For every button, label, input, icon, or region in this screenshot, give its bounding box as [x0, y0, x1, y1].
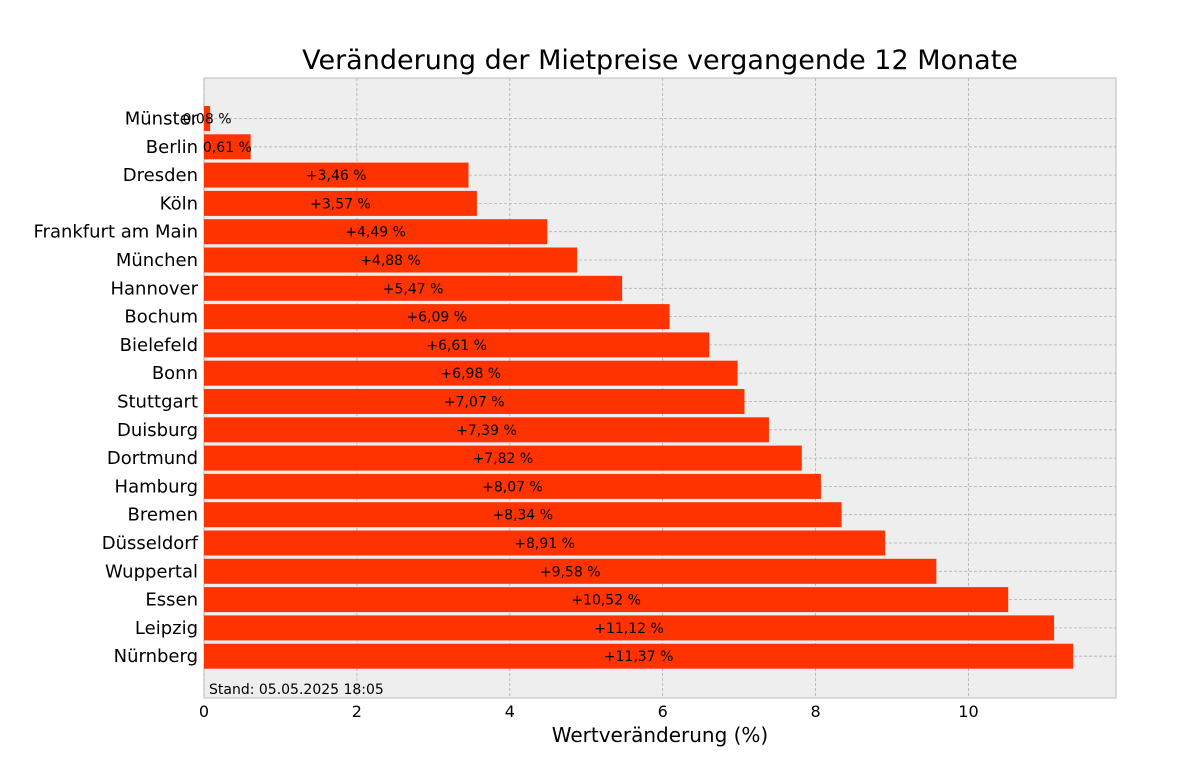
category-label: Stuttgart [117, 392, 198, 413]
data-labels: 0,08 % 0,61 % +3,46 % +3,57 % +4,49 % +4,88 %… [183, 112, 674, 666]
bar [204, 417, 769, 443]
bar [204, 643, 1074, 669]
bar [204, 360, 738, 386]
bar-value-label: +8,34 % [492, 508, 553, 524]
bar-value-label: +7,82 % [473, 451, 534, 467]
x-tick-label: 10 [958, 702, 978, 721]
category-label: Nürnberg [114, 646, 198, 667]
bar-value-label: +11,12 % [594, 621, 664, 637]
category-label: Essen [145, 590, 198, 611]
bar [204, 275, 623, 301]
bar-value-label: +8,91 % [514, 536, 575, 552]
category-label: Berlin [146, 137, 198, 158]
bar [204, 247, 578, 273]
category-label: Bonn [152, 363, 198, 384]
bar-value-label: +6,61 % [426, 338, 487, 354]
x-tick-label: 8 [810, 702, 820, 721]
bar-value-label: +10,52 % [571, 593, 641, 609]
bar [204, 162, 469, 188]
category-label: Hannover [110, 278, 198, 299]
category-label: Düsseldorf [102, 533, 199, 554]
bar-value-label: +6,09 % [406, 310, 467, 326]
bar-value-label: 0,61 % [203, 140, 252, 156]
x-tick-label: 6 [658, 702, 668, 721]
category-label: Hamburg [115, 476, 198, 497]
bar-value-label: +7,39 % [456, 423, 517, 439]
bar-value-label: +9,58 % [540, 564, 601, 580]
category-label: Frankfurt am Main [34, 222, 199, 243]
x-tick-label: 0 [199, 702, 209, 721]
bar [204, 473, 821, 499]
category-label: München [116, 250, 198, 271]
bar [204, 558, 937, 584]
bar [204, 445, 802, 471]
chart-title: Veränderung der Mietpreise vergangende 1… [302, 45, 1018, 76]
bars [204, 106, 1074, 669]
category-label: Dortmund [107, 448, 198, 469]
bar-value-label: +8,07 % [482, 479, 543, 495]
x-tick-label: 2 [352, 702, 362, 721]
category-label: Bochum [124, 307, 198, 328]
category-label: Münster [125, 109, 199, 130]
bar [204, 332, 710, 358]
bar [204, 502, 842, 528]
category-label: Bielefeld [120, 335, 198, 356]
bar-value-label: 0,08 % [183, 112, 232, 128]
bar [204, 587, 1009, 613]
bar-value-label: +11,37 % [604, 649, 674, 665]
x-axis-label: Wertveränderung (%) [552, 723, 769, 747]
bar [204, 106, 211, 131]
bar-value-label: +3,57 % [310, 196, 371, 212]
category-label: Bremen [128, 505, 198, 526]
timestamp-annotation: Stand: 05.05.2025 18:05 [209, 682, 384, 698]
category-label: Wuppertal [105, 561, 198, 582]
bar [204, 304, 670, 330]
bar [204, 615, 1055, 641]
bar-value-label: +6,98 % [440, 366, 501, 382]
x-tick-label: 4 [505, 702, 515, 721]
bar-value-label: +3,46 % [306, 168, 367, 184]
bar-value-label: +4,49 % [345, 225, 406, 241]
category-label: Duisburg [117, 420, 198, 441]
bar-value-label: +5,47 % [383, 281, 444, 297]
x-axis-tick-labels: 0 2 4 6 8 10 [199, 702, 979, 721]
category-label: Köln [160, 193, 198, 214]
bar [204, 530, 886, 556]
bar [204, 389, 745, 414]
bar-value-label: +4,88 % [360, 253, 421, 269]
category-label: Leipzig [135, 618, 198, 639]
category-label: Dresden [123, 165, 198, 186]
bar [204, 219, 548, 245]
y-axis-tick-labels: Münster Berlin Dresden Köln Frankfurt am Mai… [34, 109, 199, 668]
bar [204, 134, 251, 160]
bar-value-label: +7,07 % [444, 395, 505, 411]
bar [204, 190, 477, 216]
